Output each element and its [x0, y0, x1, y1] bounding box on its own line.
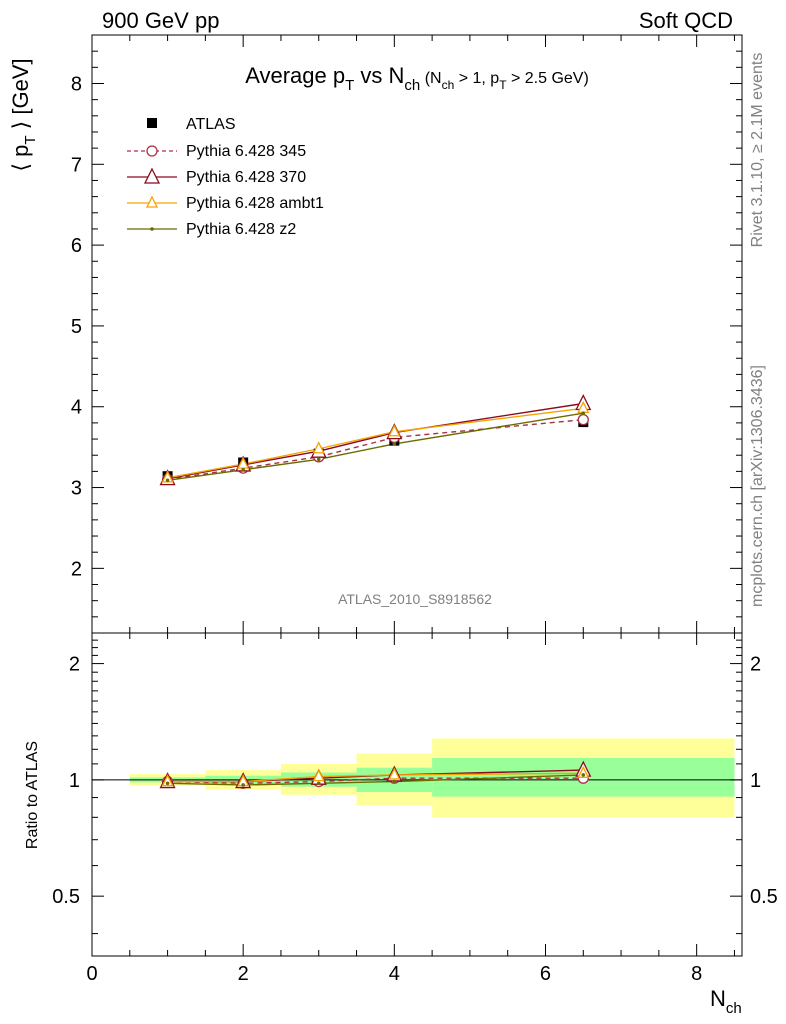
xtick-label: 4 [389, 963, 400, 985]
series-point-z2 [316, 457, 321, 462]
main-ytick-label: 6 [71, 235, 82, 257]
ratio-ytick-label: 1 [750, 770, 761, 792]
series-line-p370 [167, 402, 584, 480]
legend-label-p370: Pythia 6.428 370 [186, 169, 306, 186]
ratio-ytick-label: 0.5 [750, 886, 778, 908]
ratio-point-ambt1 [388, 767, 401, 780]
ratio-point-ambt1 [577, 765, 590, 778]
main-ytick-label: 8 [71, 73, 82, 95]
x-axis-label: Nch [710, 986, 742, 1017]
legend-label-ambt1: Pythia 6.428 ambt1 [186, 195, 324, 212]
main-ytick-label: 4 [71, 397, 82, 419]
header-collision: 900 GeV pp [102, 8, 219, 33]
main-curves [167, 402, 584, 481]
ratio-line-p345 [167, 777, 584, 784]
ratio-uncertainty-bands [92, 738, 742, 818]
series-point-z2 [581, 411, 586, 415]
legend-marker-z2 [150, 227, 154, 231]
legend-marker-atlas [147, 118, 157, 128]
main-points [159, 394, 592, 486]
chart-title: Average pT vs Nch (Nch > 1, pT > 2.5 GeV… [245, 63, 589, 94]
xtick-label: 0 [86, 963, 97, 985]
ratio-ytick-label: 1 [69, 770, 80, 792]
legend-label-z2: Pythia 6.428 z2 [186, 221, 296, 238]
series-point-z2 [165, 478, 170, 483]
ratio-point-ambt1 [161, 774, 174, 787]
legend-label-atlas: ATLAS [186, 116, 236, 133]
legend-marker-p345 [146, 145, 158, 157]
ratio-point-z2 [241, 783, 245, 787]
main-ytick-label: 7 [71, 154, 82, 176]
main-ytick-label: 2 [71, 558, 82, 580]
series-point-ambt1 [312, 441, 325, 454]
legend-label-p345: Pythia 6.428 345 [186, 143, 306, 160]
ratio-point-z2 [581, 773, 586, 777]
series-point-p345 [577, 414, 589, 426]
ratio-curves [159, 760, 592, 789]
ratio-frame [91, 632, 743, 957]
ratio-point-ambt1 [312, 769, 325, 782]
rivet-version-label: Rivet 3.1.10, ≥ 2.1M events [749, 53, 766, 248]
y-axis-label: ⟨ pT ⟩ [GeV] [8, 58, 39, 171]
ratio-y-axis-label: Ratio to ATLAS [24, 741, 41, 849]
series-line-p345 [167, 418, 584, 481]
analysis-tag: ATLAS_2010_S8918562 [338, 591, 492, 607]
series-point-z2 [392, 442, 397, 446]
series-point-ambt1 [388, 424, 401, 437]
ratio-ticks: 0.5 0.5 1 1 2 2 0 2 4 6 8 [52, 633, 778, 985]
ratio-ytick-label: 0.5 [52, 886, 80, 908]
xtick-label: 2 [238, 963, 249, 985]
legend-marker-ambt1 [145, 195, 159, 208]
ratio-point-z2 [165, 781, 170, 786]
ratio-point-z2 [392, 779, 397, 784]
main-ticks: 2 3 4 5 6 7 8 [71, 34, 742, 634]
xtick-label: 6 [540, 963, 551, 985]
main-ytick-label: 5 [71, 316, 82, 338]
series-point-z2 [241, 467, 245, 472]
header-process: Soft QCD [639, 8, 733, 33]
main-ytick-label: 3 [71, 478, 82, 500]
ratio-panel: 0.5 0.5 1 1 2 2 0 2 4 6 8 Ratio to ATLAS Nch [24, 632, 778, 1017]
xtick-label: 8 [691, 963, 702, 985]
legend-marker-p370 [143, 167, 161, 184]
ratio-ytick-label: 2 [69, 654, 80, 676]
ratio-ytick-label: 2 [750, 654, 761, 676]
main-panel: 2 3 4 5 6 7 8 Average pT vs Nch (Nch > 1, pT >… [8, 34, 743, 634]
legend: ATLAS Pythia 6.428 345 Pythia 6.428 370 … [127, 116, 324, 238]
ratio-point-z2 [316, 781, 321, 786]
mcplots-label: mcplots.cern.ch [arXiv:1306.3436] [749, 365, 766, 607]
